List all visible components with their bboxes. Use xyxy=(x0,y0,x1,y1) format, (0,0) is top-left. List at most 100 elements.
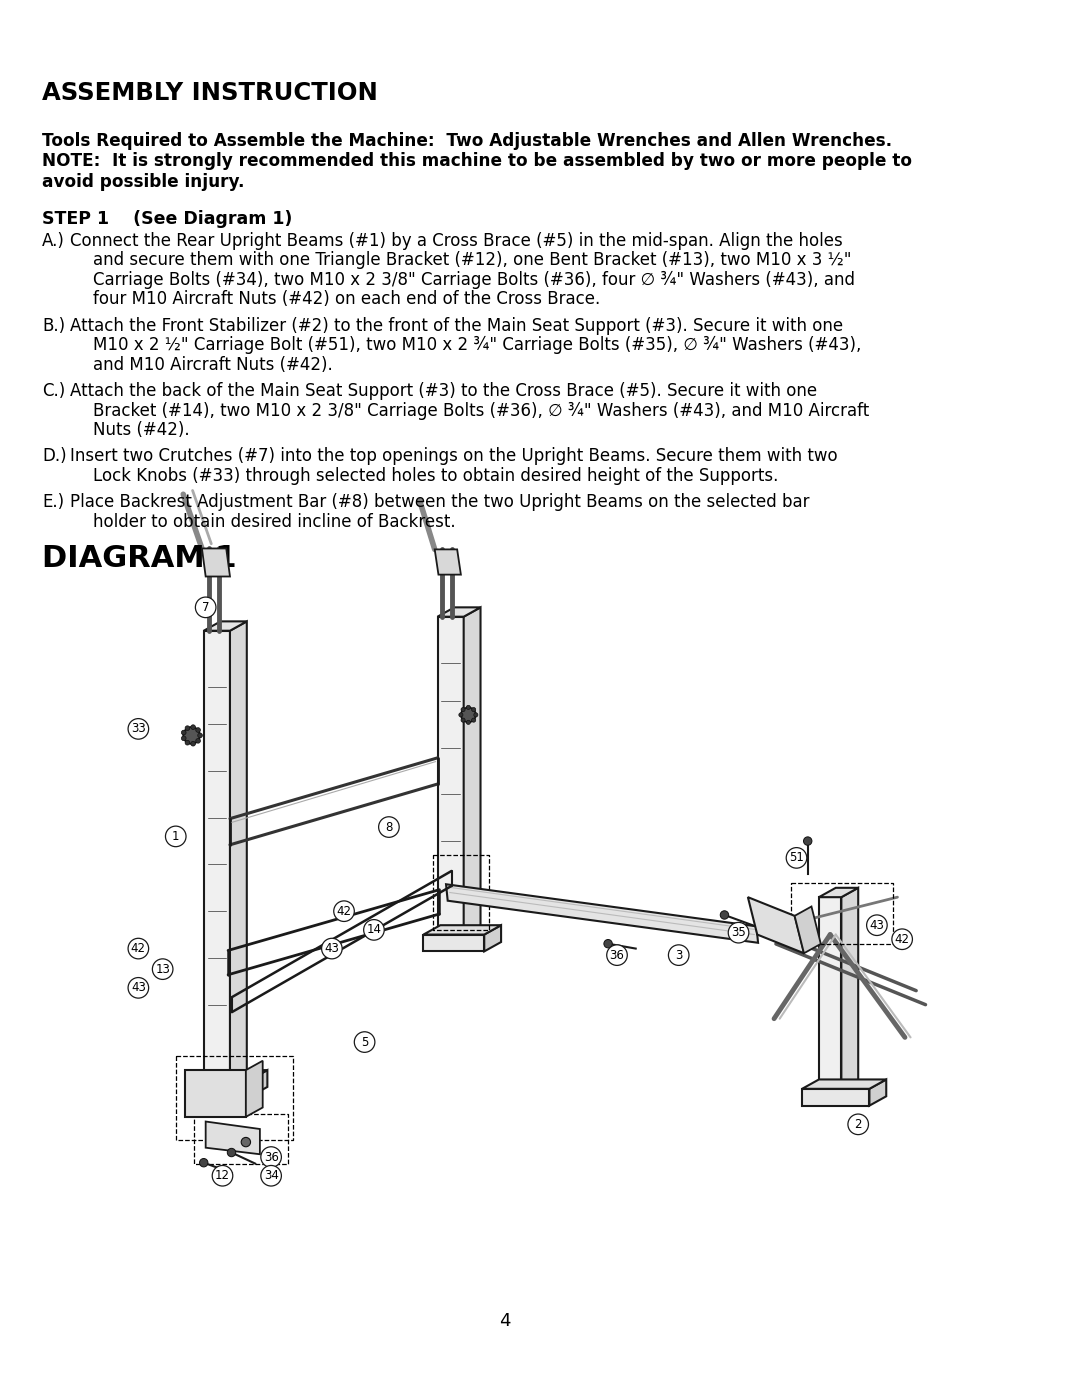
Polygon shape xyxy=(802,1080,887,1088)
Text: B.): B.) xyxy=(42,317,65,335)
Text: 43: 43 xyxy=(324,942,339,956)
Text: 7: 7 xyxy=(202,601,210,613)
Circle shape xyxy=(804,837,812,845)
Polygon shape xyxy=(819,897,841,1088)
Text: 1: 1 xyxy=(172,830,179,842)
Polygon shape xyxy=(246,1060,262,1116)
Circle shape xyxy=(195,597,216,617)
Text: and M10 Aircraft Nuts (#42).: and M10 Aircraft Nuts (#42). xyxy=(94,356,334,374)
Circle shape xyxy=(461,707,476,722)
Circle shape xyxy=(728,922,748,943)
Text: 14: 14 xyxy=(366,923,381,936)
Circle shape xyxy=(334,901,354,922)
Text: Connect the Rear Upright Beams (#1) by a Cross Brace (#5) in the mid-span. Align: Connect the Rear Upright Beams (#1) by a… xyxy=(70,232,842,250)
Text: STEP 1    (See Diagram 1): STEP 1 (See Diagram 1) xyxy=(42,210,293,228)
Circle shape xyxy=(129,718,149,739)
Circle shape xyxy=(191,742,195,746)
Circle shape xyxy=(467,721,471,725)
Circle shape xyxy=(848,1113,868,1134)
Text: C.): C.) xyxy=(42,381,65,400)
Circle shape xyxy=(604,940,612,949)
Text: 2: 2 xyxy=(854,1118,862,1130)
Polygon shape xyxy=(841,888,859,1088)
Text: A.): A.) xyxy=(42,232,65,250)
Text: avoid possible injury.: avoid possible injury. xyxy=(42,173,244,190)
Polygon shape xyxy=(204,630,230,1080)
Polygon shape xyxy=(437,616,463,935)
Text: 42: 42 xyxy=(131,942,146,956)
Circle shape xyxy=(472,718,475,722)
Text: 42: 42 xyxy=(337,905,351,918)
Text: 35: 35 xyxy=(731,926,746,939)
Circle shape xyxy=(669,944,689,965)
Text: 43: 43 xyxy=(869,919,885,932)
Text: ASSEMBLY INSTRUCTION: ASSEMBLY INSTRUCTION xyxy=(42,81,378,105)
Circle shape xyxy=(195,739,201,743)
Polygon shape xyxy=(435,549,461,574)
Text: 51: 51 xyxy=(789,851,804,865)
Circle shape xyxy=(379,817,400,837)
Circle shape xyxy=(474,712,478,717)
Polygon shape xyxy=(185,1070,246,1116)
Circle shape xyxy=(467,705,471,710)
Text: four M10 Aircraft Nuts (#42) on each end of the Cross Brace.: four M10 Aircraft Nuts (#42) on each end… xyxy=(94,291,600,309)
Text: 5: 5 xyxy=(361,1035,368,1049)
Text: 42: 42 xyxy=(894,933,909,946)
Circle shape xyxy=(354,1032,375,1052)
Circle shape xyxy=(322,939,342,958)
Circle shape xyxy=(786,848,807,868)
Circle shape xyxy=(241,1137,251,1147)
Text: DIAGRAM 1: DIAGRAM 1 xyxy=(42,543,237,573)
Text: Nuts (#42).: Nuts (#42). xyxy=(94,422,190,439)
Polygon shape xyxy=(251,1070,268,1097)
Text: D.): D.) xyxy=(42,447,67,465)
Polygon shape xyxy=(802,1088,869,1105)
Polygon shape xyxy=(437,608,481,616)
Circle shape xyxy=(165,826,186,847)
Text: Bracket (#14), two M10 x 2 3/8" Carriage Bolts (#36), ∅ ¾" Washers (#43), and M1: Bracket (#14), two M10 x 2 3/8" Carriage… xyxy=(94,402,869,419)
Polygon shape xyxy=(230,622,247,1080)
Circle shape xyxy=(892,929,913,950)
Circle shape xyxy=(152,958,173,979)
Circle shape xyxy=(866,915,887,936)
Text: Carriage Bolts (#34), two M10 x 2 3/8" Carriage Bolts (#36), four ∅ ¾" Washers (: Carriage Bolts (#34), two M10 x 2 3/8" C… xyxy=(94,271,855,289)
Text: 34: 34 xyxy=(264,1169,279,1182)
Text: 4: 4 xyxy=(499,1312,511,1330)
Text: 36: 36 xyxy=(609,949,624,961)
Text: and secure them with one Triangle Bracket (#12), one Bent Bracket (#13), two M10: and secure them with one Triangle Bracke… xyxy=(94,251,852,270)
Circle shape xyxy=(472,707,475,711)
Polygon shape xyxy=(463,608,481,935)
Text: Insert two Crutches (#7) into the top openings on the Upright Beams. Secure them: Insert two Crutches (#7) into the top op… xyxy=(70,447,838,465)
Polygon shape xyxy=(202,549,230,577)
Polygon shape xyxy=(423,935,484,951)
Circle shape xyxy=(461,718,465,722)
Polygon shape xyxy=(819,888,859,897)
Text: 8: 8 xyxy=(386,820,393,834)
Circle shape xyxy=(129,939,149,958)
Polygon shape xyxy=(747,897,804,953)
Text: Attach the Front Stabilizer (#2) to the front of the Main Seat Support (#3). Sec: Attach the Front Stabilizer (#2) to the … xyxy=(70,317,843,335)
Text: 36: 36 xyxy=(264,1151,279,1164)
Polygon shape xyxy=(187,1070,268,1080)
Circle shape xyxy=(459,712,463,717)
Text: Place Backrest Adjustment Bar (#8) between the two Upright Beams on the selected: Place Backrest Adjustment Bar (#8) betwe… xyxy=(70,493,810,511)
Circle shape xyxy=(185,740,190,745)
Circle shape xyxy=(261,1165,282,1186)
Text: M10 x 2 ½" Carriage Bolt (#51), two M10 x 2 ¾" Carriage Bolts (#35), ∅ ¾" Washer: M10 x 2 ½" Carriage Bolt (#51), two M10 … xyxy=(94,337,862,355)
Text: 3: 3 xyxy=(675,949,683,961)
Circle shape xyxy=(261,1147,282,1168)
Circle shape xyxy=(129,978,149,997)
Text: E.): E.) xyxy=(42,493,64,511)
Text: Lock Knobs (#33) through selected holes to obtain desired height of the Supports: Lock Knobs (#33) through selected holes … xyxy=(94,467,779,485)
Circle shape xyxy=(212,1165,233,1186)
Circle shape xyxy=(185,726,190,731)
Circle shape xyxy=(191,725,195,729)
Polygon shape xyxy=(869,1080,887,1105)
Text: Tools Required to Assemble the Machine:  Two Adjustable Wrenches and Allen Wrenc: Tools Required to Assemble the Machine: … xyxy=(42,131,892,149)
Circle shape xyxy=(198,733,202,738)
Polygon shape xyxy=(187,1080,251,1097)
Text: 13: 13 xyxy=(156,963,171,975)
Text: NOTE:  It is strongly recommended this machine to be assembled by two or more pe: NOTE: It is strongly recommended this ma… xyxy=(42,152,913,170)
Text: Attach the back of the Main Seat Support (#3) to the Cross Brace (#5). Secure it: Attach the back of the Main Seat Support… xyxy=(70,381,818,400)
Text: 12: 12 xyxy=(215,1169,230,1182)
